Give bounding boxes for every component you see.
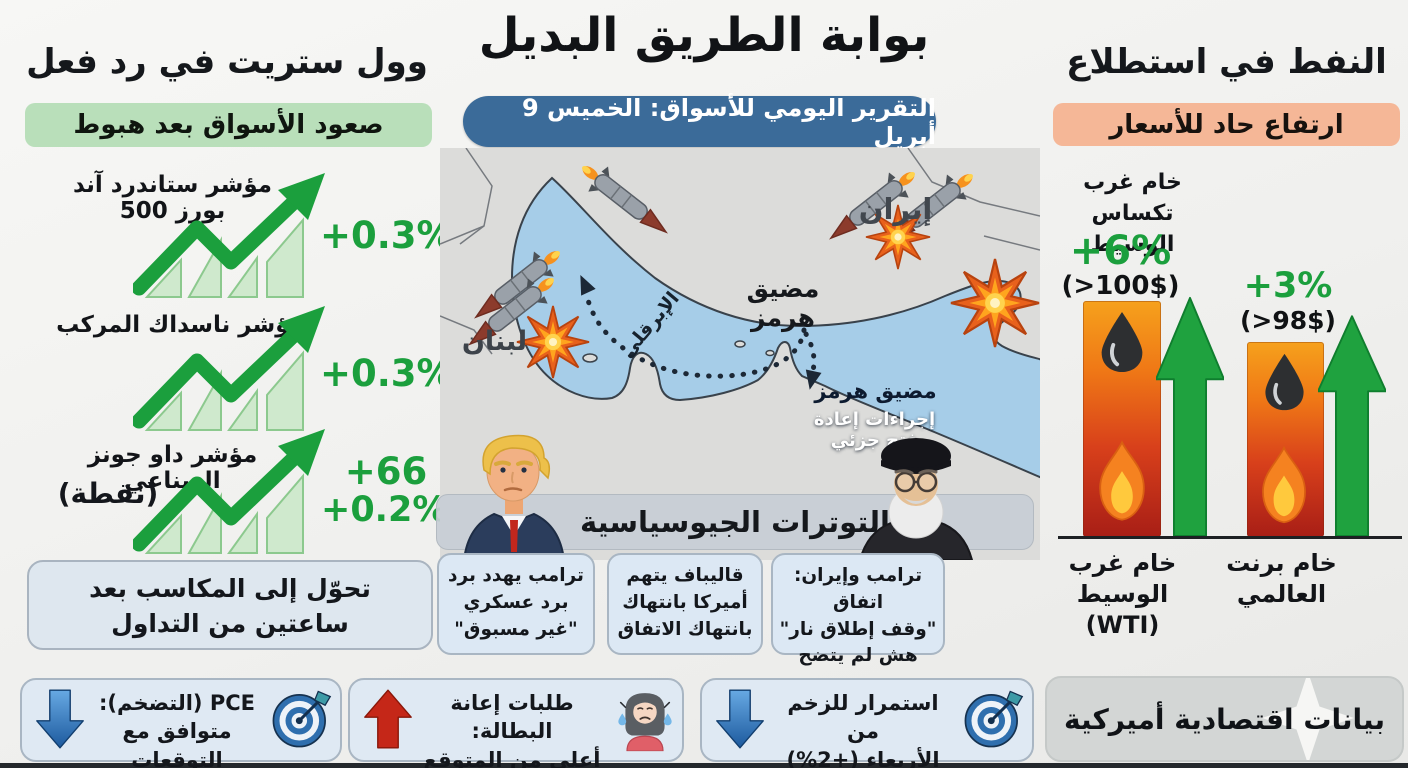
geopolitics-title: التوترات الجيوسياسية <box>580 505 890 539</box>
geo-card-1-line1: ترامب يهدد برد <box>447 565 584 586</box>
report-subtitle-pill: التقرير اليومي للأسواق: الخميس 9 أبريل <box>463 93 936 150</box>
dow-change-value: +0.2% <box>321 490 448 530</box>
bottom-edge-line <box>0 763 1408 768</box>
oil-chart-baseline <box>1058 536 1402 539</box>
geo-card-3-line1: ترامب وإيران: اتفاق <box>793 565 923 613</box>
trump-portrait <box>462 434 566 560</box>
jobless-line1: طلبات إعانة البطالة: <box>450 691 574 744</box>
brent-change-value: +3% <box>1243 266 1333 306</box>
map-label-iran: إيران <box>858 192 933 226</box>
jobless-line2: أعلى من المتوقع <box>423 747 601 768</box>
wti-label-line2: الوسيط <box>1076 580 1169 609</box>
momentum-line2: الأربعاء (+2%) <box>786 747 940 768</box>
wti-name-line2: الوسيط <box>1090 231 1175 257</box>
index-dow-unit: (نقطة) <box>57 477 159 510</box>
pce-line1: PCE (التضخم): <box>98 691 255 715</box>
jobless-text: طلبات إعانة البطالة: أعلى من المتوقع <box>416 689 608 768</box>
geo-card-3-line3: هش لم يتضح <box>798 645 918 667</box>
oil-drop-icon <box>1261 352 1308 412</box>
page-title: بوابة الطريق البديل <box>478 8 930 63</box>
index-sp500-label: مؤشر ستاندرد آند بورز 500 <box>72 172 272 224</box>
nasdaq-change-value: +0.3% <box>320 352 454 395</box>
pce-line2: متوافق مع التوقعات <box>122 719 232 768</box>
geo-card-2-line2: أميركا بانتهاك <box>622 591 748 613</box>
index-nasdaq-label: مؤشر ناسداك المركب <box>56 312 304 338</box>
shipping-route-dashed-path <box>580 275 822 390</box>
wall-street-note-box: تحوّل إلى المكاسب بعد ساعتين من التداول <box>27 560 433 650</box>
wti-name-line1: خام غرب تكساس <box>1083 170 1182 226</box>
map-label-strait-south: مضيق هرمز <box>814 379 937 403</box>
us-economic-data-box: بيانات اقتصادية أميركية <box>1045 676 1404 762</box>
brent-price-value: (>98$) <box>1240 306 1336 335</box>
momentum-line1: استمرار للزخم من <box>787 691 939 744</box>
wti-name: خام غرب تكساس الوسيط <box>1045 168 1220 260</box>
target-dartboard-icon <box>270 688 332 750</box>
geo-card-ceasefire: ترامب وإيران: اتفاق "وقف إطلاق نار" هش ل… <box>771 553 945 666</box>
map-label-strait-of-hormuz: مضيق هرمز <box>746 274 820 332</box>
brent-up-arrow-icon <box>1318 315 1386 536</box>
wti-up-arrow-icon <box>1156 296 1224 536</box>
target-dartboard-icon <box>962 688 1024 750</box>
brent-label-line1: خام برنت <box>1226 549 1337 577</box>
down-arrow-icon <box>34 686 86 752</box>
flame-icon <box>1095 436 1149 526</box>
down-arrow-icon <box>714 686 766 752</box>
us-economic-data-title: بيانات اقتصادية أميركية <box>1064 702 1385 736</box>
jobless-claims-box: طلبات إعانة البطالة: أعلى من المتوقع <box>348 678 684 768</box>
wti-label-line3: (WTI) <box>1085 611 1160 640</box>
wall-street-badge: صعود الأسواق بعد هبوط <box>25 103 432 147</box>
gulf-map <box>440 148 1040 560</box>
brent-label-line2: العالمي <box>1236 580 1327 609</box>
sp500-change-value: +0.3% <box>320 214 454 257</box>
geo-card-2-line3: بانتهاك الاتفاق <box>617 618 753 640</box>
dow-points-value: +66 <box>344 450 428 493</box>
geo-card-2-line1: قاليباف يتهم <box>626 565 744 586</box>
geo-card-3-line2: "وقف إطلاق نار" <box>779 618 937 640</box>
wti-category-label: خام غرب الوسيط (WTI) <box>1060 548 1185 642</box>
oil-badge-label: ارتفاع حاد للأسعار <box>1109 109 1344 140</box>
wall-street-note-line1: تحوّل إلى المكاسب بعد <box>89 574 371 603</box>
pce-text: PCE (التضخم): متوافق مع التوقعات <box>88 689 266 768</box>
oil-badge: ارتفاع حاد للأسعار <box>1053 103 1400 146</box>
geo-card-qalibaf-accusation: قاليباف يتهم أميركا بانتهاك بانتهاك الات… <box>607 553 763 655</box>
momentum-box: استمرار للزخم من الأربعاء (+2%) <box>700 678 1034 768</box>
brent-category-label: خام برنت العالمي <box>1219 548 1344 610</box>
wall-street-badge-label: صعود الأسواق بعد هبوط <box>73 110 384 140</box>
report-subtitle: التقرير اليومي للأسواق: الخميس 9 أبريل <box>521 93 936 150</box>
wall-street-title: وول ستريت في رد فعل <box>26 42 428 82</box>
wti-price-value: (>100$) <box>1061 271 1180 301</box>
oil-drop-icon <box>1097 310 1147 374</box>
flame-icon <box>1258 442 1310 528</box>
pce-inflation-box: PCE (التضخم): متوافق مع التوقعات <box>20 678 342 768</box>
momentum-text: استمرار للزخم من الأربعاء (+2%) <box>768 689 958 768</box>
oil-title: النفط في استطلاع <box>1066 42 1387 82</box>
map-label-lebanon: لبنان <box>461 326 528 357</box>
geo-card-1-line2: برد عسكري <box>463 591 569 613</box>
up-arrow-icon <box>362 686 414 752</box>
khamenei-portrait <box>858 438 974 560</box>
wti-label-line1: خام غرب <box>1068 549 1177 577</box>
geo-card-1-line3: "غير مسبوق" <box>454 618 578 640</box>
wti-change-value: +6% <box>1069 228 1172 274</box>
geo-card-trump-threat: ترامب يهدد برد برد عسكري "غير مسبوق" <box>437 553 595 655</box>
gulf-water-shape <box>510 176 1040 479</box>
worried-person-icon <box>616 686 674 752</box>
wall-street-note-line2: ساعتين من التداول <box>111 608 349 638</box>
